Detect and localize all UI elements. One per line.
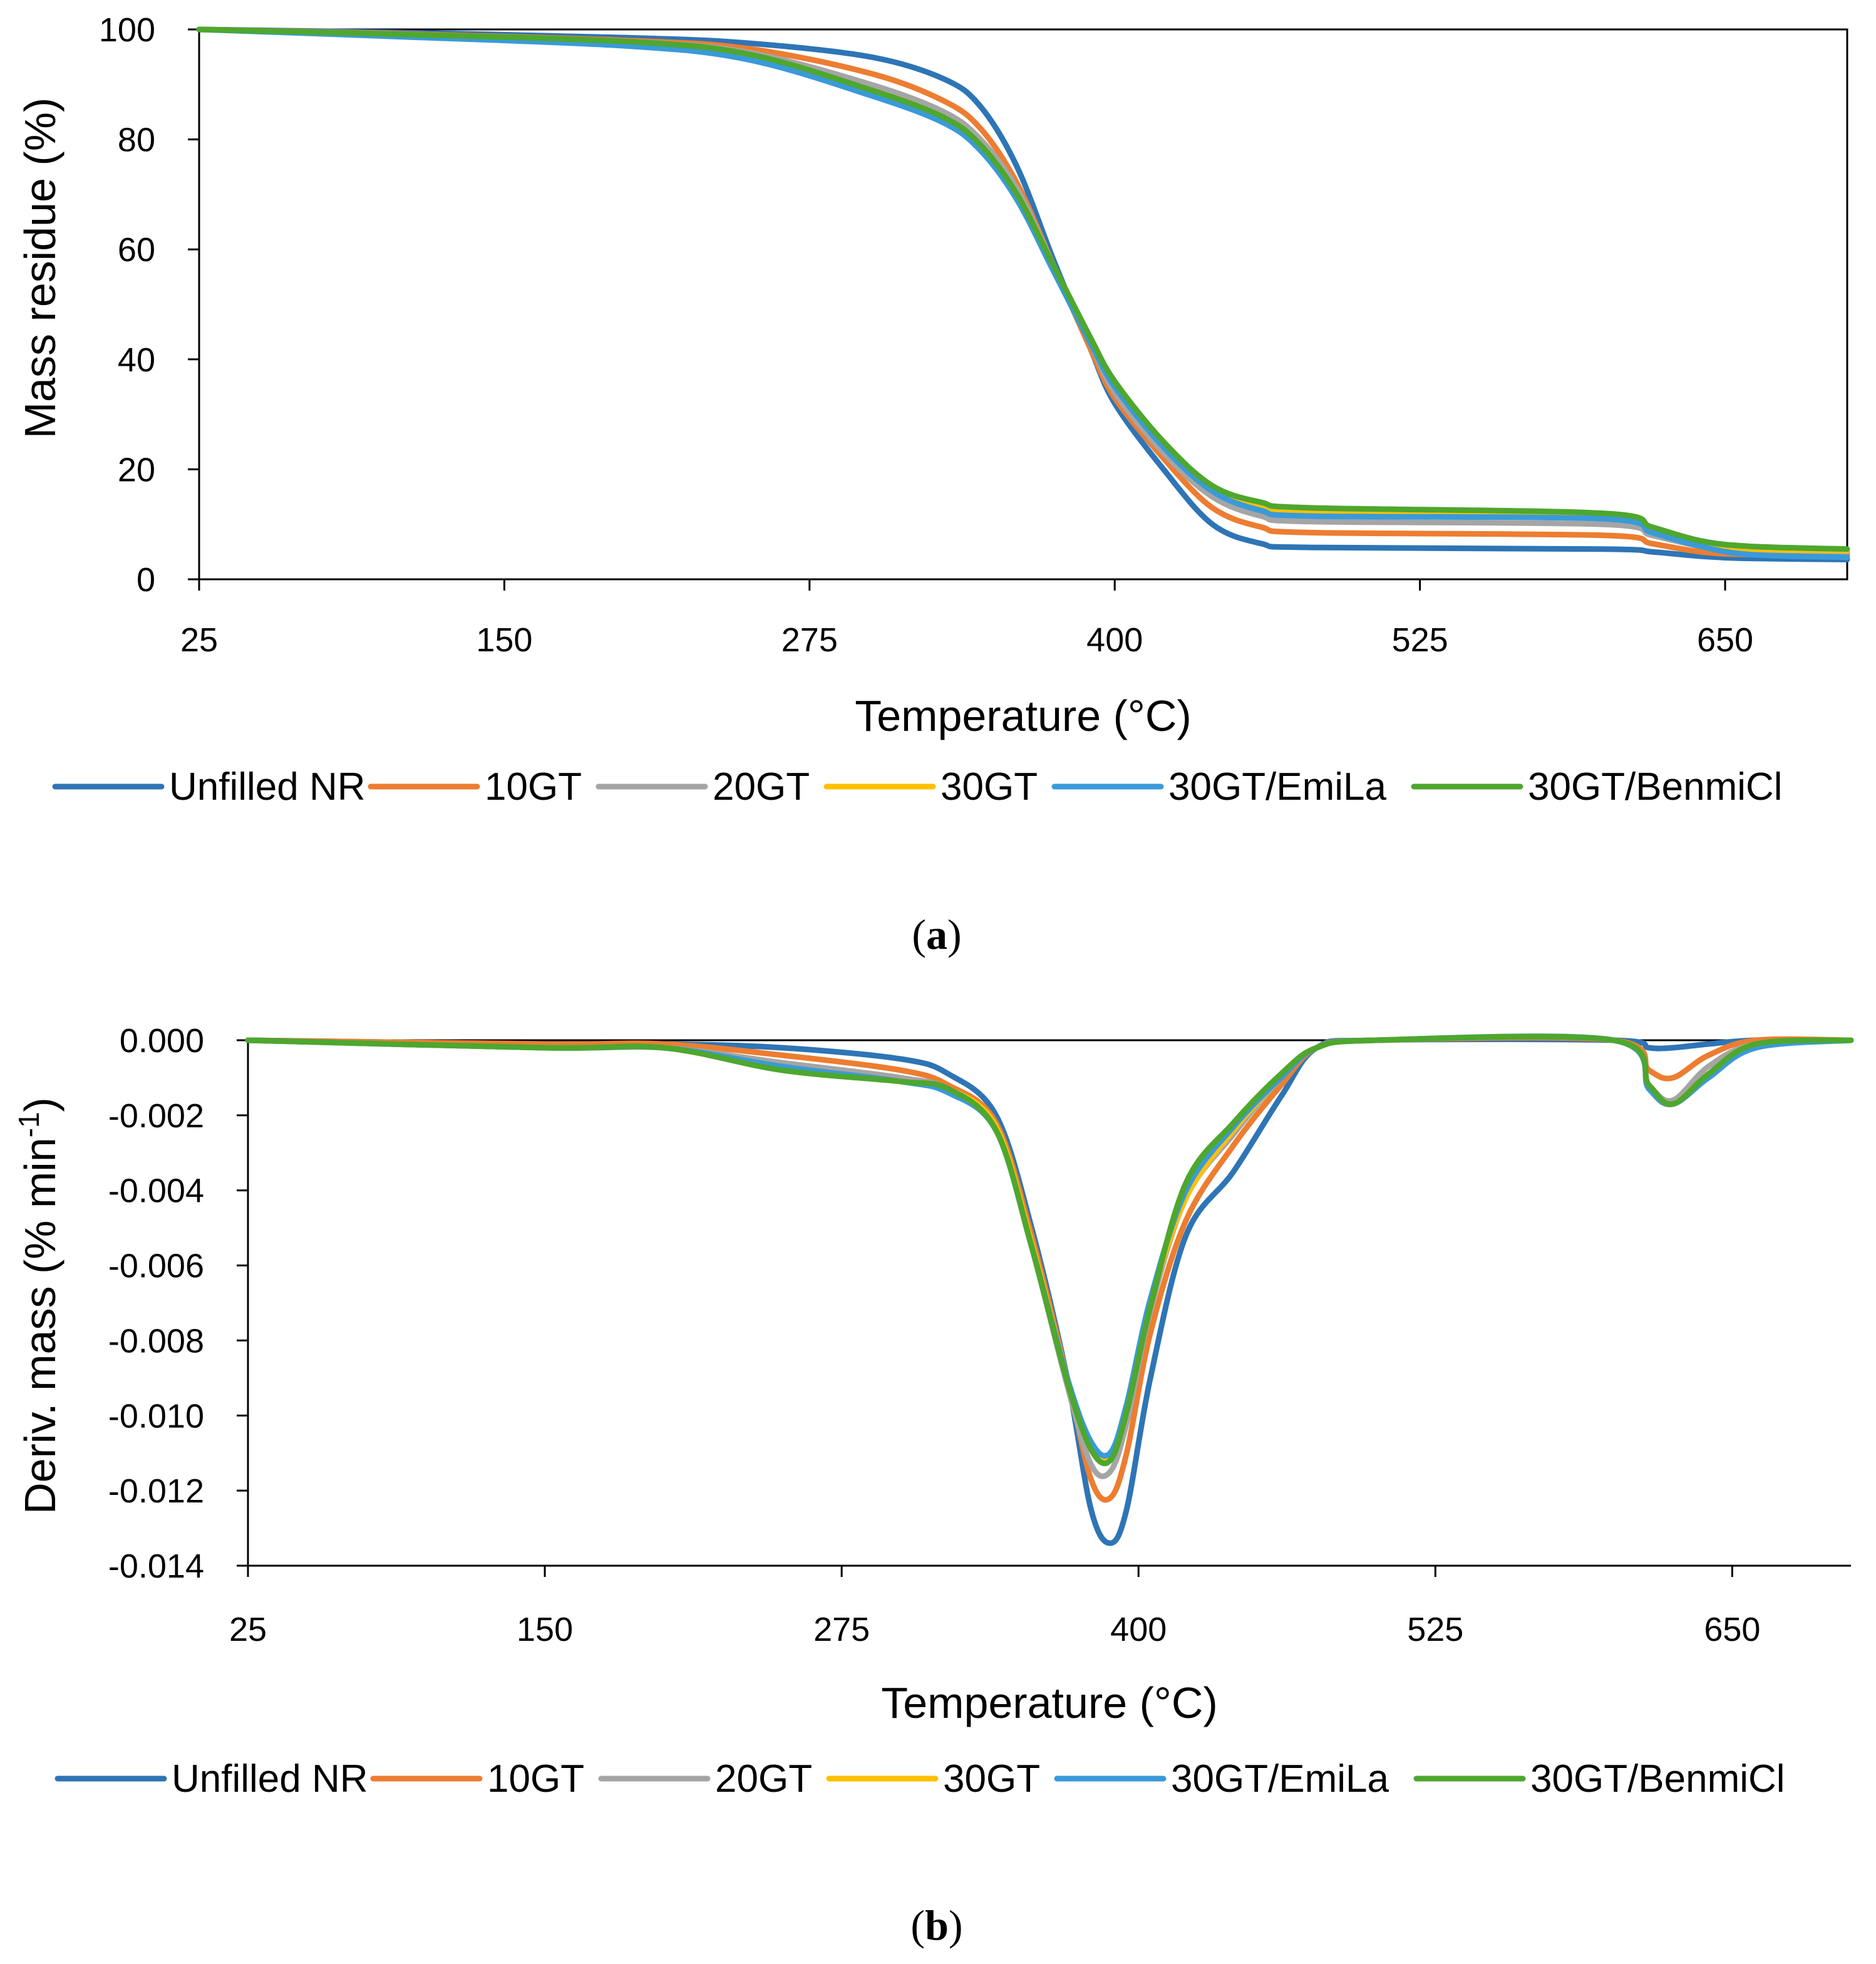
panel-label-b: (b) [910, 1901, 962, 1949]
x-tick-label: 275 [813, 1611, 870, 1648]
legend-label-30gt-benmicl: 30GT/BenmiCl [1530, 1757, 1785, 1801]
series-lines-b [245, 1033, 1854, 1546]
series-line-30gt [245, 1033, 1854, 1463]
y-tick-label: 60 [118, 231, 155, 269]
legend-label-unfilled-nr: Unfilled NR [172, 1757, 368, 1801]
x-axis-ticks-a: 25 150 275 400 525 650 [180, 579, 1753, 659]
x-tick-label: 400 [1086, 621, 1143, 659]
x-axis-ticks-b: 25 150 275 400 525 650 [229, 1566, 1760, 1648]
series-line-10gt [245, 1035, 1854, 1503]
series-line-20gt [245, 1033, 1854, 1479]
y-tick-label: 100 [99, 11, 155, 49]
legend-a: Unfilled NR 10GT 20GT 30GT 30GT/EmiLa 30GT/Be… [52, 765, 1783, 809]
y-tick-label: 80 [118, 121, 155, 159]
legend-label-30gt-emila: 30GT/EmiLa [1171, 1757, 1389, 1801]
y-tick-label: -0.008 [108, 1322, 204, 1360]
x-tick-label: 525 [1407, 1611, 1463, 1648]
x-tick-label: 275 [781, 621, 838, 659]
legend-label-10gt: 10GT [487, 1757, 584, 1801]
x-tick-label: 650 [1697, 621, 1753, 659]
legend-label-20gt: 20GT [713, 765, 810, 809]
x-tick-label: 150 [476, 621, 532, 659]
y-tick-label: -0.014 [108, 1548, 204, 1585]
y-axis-title-a: Mass residue (%) [16, 98, 64, 439]
legend-label-30gt-benmicl: 30GT/BenmiCl [1528, 765, 1783, 809]
x-tick-label: 150 [517, 1611, 573, 1648]
x-tick-label: 650 [1704, 1611, 1760, 1648]
series-line-30gt-emila [245, 1033, 1854, 1459]
x-axis-title-a: Temperature (°C) [855, 691, 1192, 740]
y-tick-label: -0.010 [108, 1397, 204, 1435]
x-tick-label: 525 [1392, 621, 1448, 659]
y-tick-label: -0.002 [108, 1097, 204, 1135]
x-axis-title-b: Temperature (°C) [881, 1678, 1218, 1727]
y-tick-label: -0.012 [108, 1472, 204, 1510]
y-tick-label: 0 [137, 561, 155, 599]
y-tick-label: -0.004 [108, 1172, 204, 1210]
y-axis-title-b: Deriv. mass (% min-1) [13, 1097, 64, 1514]
y-axis-ticks-b: 0.000 -0.002 -0.004 -0.006 -0.008 -0.010 -0.01… [108, 1022, 248, 1585]
panel-label-a: (a) [912, 911, 961, 958]
legend-label-30gt: 30GT [941, 765, 1038, 809]
x-tick-label: 400 [1110, 1611, 1167, 1648]
plot-area-a [198, 28, 1848, 581]
series-line-30gt-benmicl [245, 1033, 1854, 1467]
y-axis-ticks-a: 0 20 40 60 80 100 [99, 11, 199, 599]
legend-label-20gt: 20GT [715, 1757, 812, 1801]
chart-panel-a: 0 20 40 60 80 100 25 150 275 400 525 650 Mass resi… [16, 11, 1850, 958]
series-lines-a [196, 26, 1850, 562]
legend-label-30gt-emila: 30GT/EmiLa [1168, 765, 1387, 809]
x-tick-label: 25 [180, 621, 218, 659]
series-line-30gt-benmicl [196, 26, 1850, 552]
legend-label-30gt: 30GT [943, 1757, 1040, 1801]
legend-label-unfilled-nr: Unfilled NR [169, 765, 366, 809]
y-tick-label: 20 [118, 451, 155, 488]
legend-b: Unfilled NR 10GT 20GT 30GT 30GT/EmiLa 30GT/Be… [54, 1757, 1785, 1801]
y-tick-label: -0.006 [108, 1248, 204, 1285]
legend-label-10gt: 10GT [485, 765, 582, 809]
x-tick-label: 25 [229, 1611, 267, 1648]
y-tick-label: 0.000 [120, 1022, 204, 1060]
chart-panel-b: 0.000 -0.002 -0.004 -0.006 -0.008 -0.010 -0.01… [13, 1022, 1854, 1949]
y-tick-label: 40 [118, 341, 155, 379]
series-line-unfilled-nr [245, 1036, 1854, 1546]
